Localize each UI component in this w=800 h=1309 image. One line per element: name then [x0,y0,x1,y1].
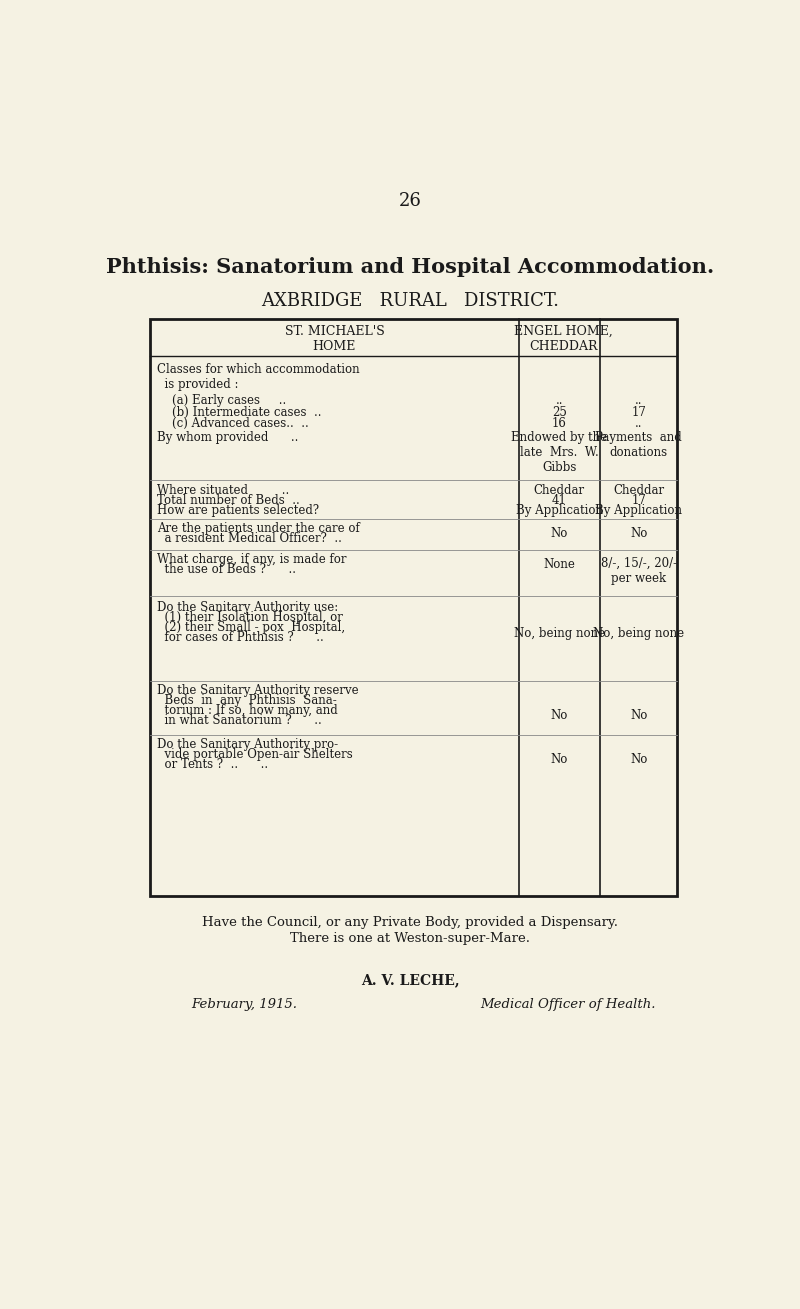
Text: vide portable Open-air Shelters: vide portable Open-air Shelters [157,749,352,762]
Text: No: No [550,753,568,766]
Text: ..: .. [635,394,642,407]
Text: (c) Advanced cases..  ..: (c) Advanced cases.. .. [157,418,308,431]
Text: No, being none: No, being none [593,627,684,640]
Text: Classes for which accommodation
  is provided :: Classes for which accommodation is provi… [157,364,359,391]
Text: 16: 16 [552,418,566,431]
Bar [150,319,678,897]
Text: 17: 17 [631,406,646,419]
Text: Total number of Beds  ..: Total number of Beds .. [157,495,299,508]
Text: There is one at Weston-super-Mare.: There is one at Weston-super-Mare. [290,932,530,945]
Text: or Tents ?  ..      ..: or Tents ? .. .. [157,758,268,771]
Text: for cases of Phthisis ?      ..: for cases of Phthisis ? .. [157,631,323,644]
Text: in what Sanatorium ?      ..: in what Sanatorium ? .. [157,713,322,726]
Text: (1) their Isolation Hospital, or: (1) their Isolation Hospital, or [157,610,342,623]
Text: No, being none: No, being none [514,627,605,640]
Text: ST. MICHAEL'S
HOME: ST. MICHAEL'S HOME [285,325,384,353]
Text: Payments  and
donations: Payments and donations [595,431,682,459]
Text: Are the patients under the care of: Are the patients under the care of [157,522,359,535]
Text: Do the Sanitary Authority reserve: Do the Sanitary Authority reserve [157,683,358,696]
Text: 8/-, 15/-, 20/-
per week: 8/-, 15/-, 20/- per week [601,556,677,585]
Text: How are patients selected?: How are patients selected? [157,504,318,517]
Text: Have the Council, or any Private Body, provided a Dispensary.: Have the Council, or any Private Body, p… [202,915,618,928]
Text: 26: 26 [398,191,422,209]
Text: AXBRIDGE   RURAL   DISTRICT.: AXBRIDGE RURAL DISTRICT. [261,292,559,310]
Text: 41: 41 [552,495,566,508]
Text: By Application: By Application [595,504,682,517]
Text: Cheddar: Cheddar [534,484,585,497]
Text: No: No [630,528,647,541]
Text: ENGEL HOME,
CHEDDAR: ENGEL HOME, CHEDDAR [514,325,613,353]
Text: February, 1915.: February, 1915. [191,997,298,1011]
Text: the use of Beds ?      ..: the use of Beds ? .. [157,563,295,576]
Text: Do the Sanitary Authority use:: Do the Sanitary Authority use: [157,601,338,614]
Text: Medical Officer of Health.: Medical Officer of Health. [480,997,655,1011]
Text: (2) their Small - pox  Hospital,: (2) their Small - pox Hospital, [157,620,345,634]
Text: What charge, if any, is made for: What charge, if any, is made for [157,552,346,565]
Text: No: No [550,709,568,723]
Text: None: None [543,558,575,571]
Text: a resident Medical Officer?  ..: a resident Medical Officer? .. [157,531,342,545]
Text: (b) Intermediate cases  ..: (b) Intermediate cases .. [157,406,321,419]
Text: Endowed by the
late  Mrs.  W.
Gibbs: Endowed by the late Mrs. W. Gibbs [511,431,607,474]
Text: ..: .. [555,394,563,407]
Text: No: No [630,709,647,723]
Text: By Application: By Application [516,504,602,517]
Text: Cheddar: Cheddar [613,484,664,497]
Text: A. V. LECHE,: A. V. LECHE, [361,974,459,987]
Text: 17: 17 [631,495,646,508]
Text: ..: .. [635,418,642,431]
Text: 25: 25 [552,406,566,419]
Text: Phthisis: Sanatorium and Hospital Accommodation.: Phthisis: Sanatorium and Hospital Accomm… [106,257,714,278]
Text: No: No [550,528,568,541]
Text: Do the Sanitary Authority pro-: Do the Sanitary Authority pro- [157,738,338,751]
Text: (a) Early cases     ..: (a) Early cases .. [157,394,286,407]
Text: No: No [630,753,647,766]
Text: By whom provided      ..: By whom provided .. [157,431,298,444]
Text: torium : If so, how many, and: torium : If so, how many, and [157,704,338,717]
Text: Beds  in  any  Phthisis  Sana-: Beds in any Phthisis Sana- [157,694,336,707]
Text: Where situated         ..: Where situated .. [157,484,289,497]
